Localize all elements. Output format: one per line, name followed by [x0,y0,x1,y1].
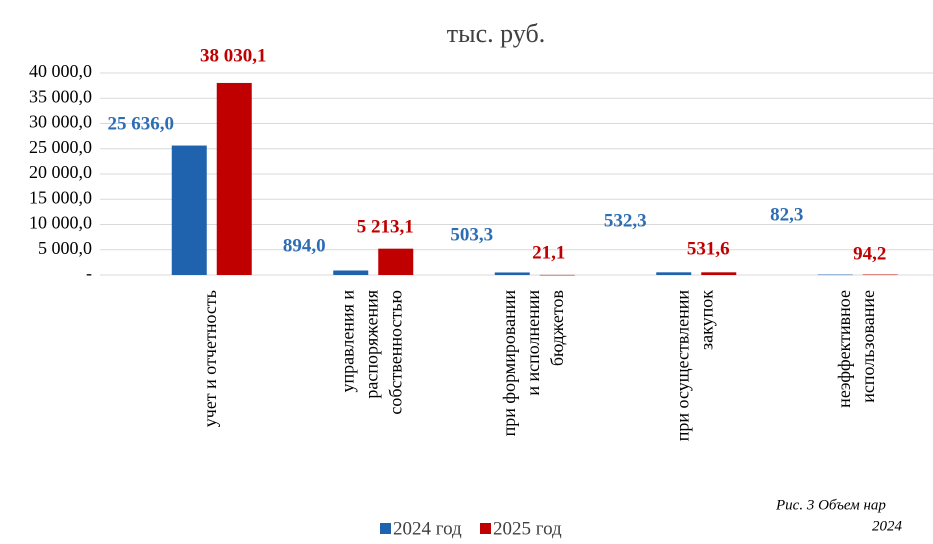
bar [656,272,692,275]
x-tick-label: при осуществлении [672,290,692,442]
data-label: 532,3 [604,210,647,231]
x-tick-label: распоряжения [361,290,381,399]
y-tick-label: - [86,263,92,283]
y-tick-label: 20 000,0 [29,162,92,182]
x-tick-label: управления и [337,290,357,393]
bar [539,274,575,276]
legend-label: 2025 год [493,518,562,539]
x-tick-label: неэффективное [834,290,854,408]
legend-swatch [480,523,491,534]
x-tick-label: собственностью [385,290,405,415]
legend-label: 2024 год [393,518,462,539]
bar [171,145,207,275]
bar [862,274,898,276]
data-label: 894,0 [283,235,326,256]
x-tick-label: учет и отчетность [200,290,220,427]
x-tick-label: закупок [696,290,716,350]
data-label: 503,3 [450,224,493,245]
y-tick-label: 35 000,0 [29,86,92,106]
bar [216,82,252,275]
y-tick-label: 10 000,0 [29,213,92,233]
y-tick-label: 15 000,0 [29,187,92,207]
bar [817,274,853,276]
data-label: 21,1 [532,242,565,263]
data-label: 94,2 [853,243,886,264]
data-label: 82,3 [770,204,803,225]
caption: 2024 [872,518,903,534]
y-tick-label: 30 000,0 [29,112,92,132]
x-tick-label: использование [858,290,878,403]
caption: Рис. 3 Объем нар [775,497,886,513]
data-label: 25 636,0 [108,113,175,134]
bar [333,270,369,275]
data-label: 531,6 [687,238,730,259]
y-tick-label: 40 000,0 [29,61,92,81]
bar [494,272,530,275]
chart-title: тыс. руб. [447,19,545,48]
y-tick-label: 5 000,0 [38,238,92,258]
data-label: 38 030,1 [200,45,267,66]
data-label: 5 213,1 [357,216,414,237]
bar [378,248,414,275]
x-tick-label: бюджетов [547,290,567,366]
y-tick-label: 25 000,0 [29,137,92,157]
legend-swatch [380,523,391,534]
bar [701,272,737,275]
x-tick-label: и исполнении [523,290,543,396]
x-tick-label: при формировании [499,290,519,437]
